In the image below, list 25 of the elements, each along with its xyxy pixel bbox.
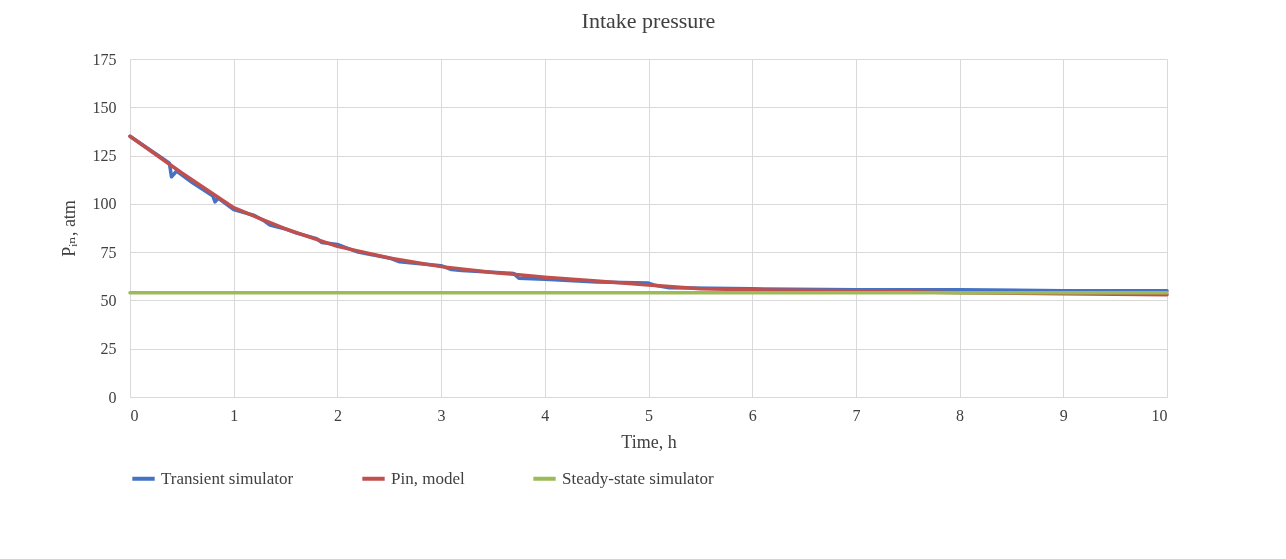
x-tick-label: 8 <box>956 406 965 424</box>
x-tick-label: 10 <box>1151 406 1168 424</box>
chart-title: Intake pressure <box>581 8 716 33</box>
x-tick-label: 5 <box>645 406 653 424</box>
legend-label: Transient simulator <box>161 468 294 488</box>
x-tick-label: 0 <box>130 406 139 424</box>
y-axis-title: Pᵢₙ, atm <box>58 200 79 257</box>
y-tick-label: 0 <box>108 388 117 406</box>
x-tick-label: 2 <box>333 406 342 424</box>
x-tick-label: 6 <box>748 406 757 424</box>
y-tick-label: 125 <box>92 147 117 165</box>
y-tick-label: 100 <box>92 195 117 213</box>
x-tick-label: 3 <box>437 406 446 424</box>
y-tick-label: 75 <box>100 243 117 261</box>
y-tick-label: 150 <box>92 98 117 116</box>
x-tick-label: 1 <box>230 406 239 424</box>
legend-label: Pin, model <box>391 468 465 488</box>
x-tick-label: 4 <box>541 406 550 424</box>
y-tick-label: 25 <box>100 340 117 358</box>
legend-label: Steady-state simulator <box>562 468 714 488</box>
x-tick-label: 9 <box>1059 406 1068 424</box>
y-tick-label: 175 <box>92 50 117 68</box>
y-tick-label: 50 <box>100 291 117 309</box>
x-axis-title: Time, h <box>621 431 677 452</box>
x-tick-label: 7 <box>852 406 861 424</box>
